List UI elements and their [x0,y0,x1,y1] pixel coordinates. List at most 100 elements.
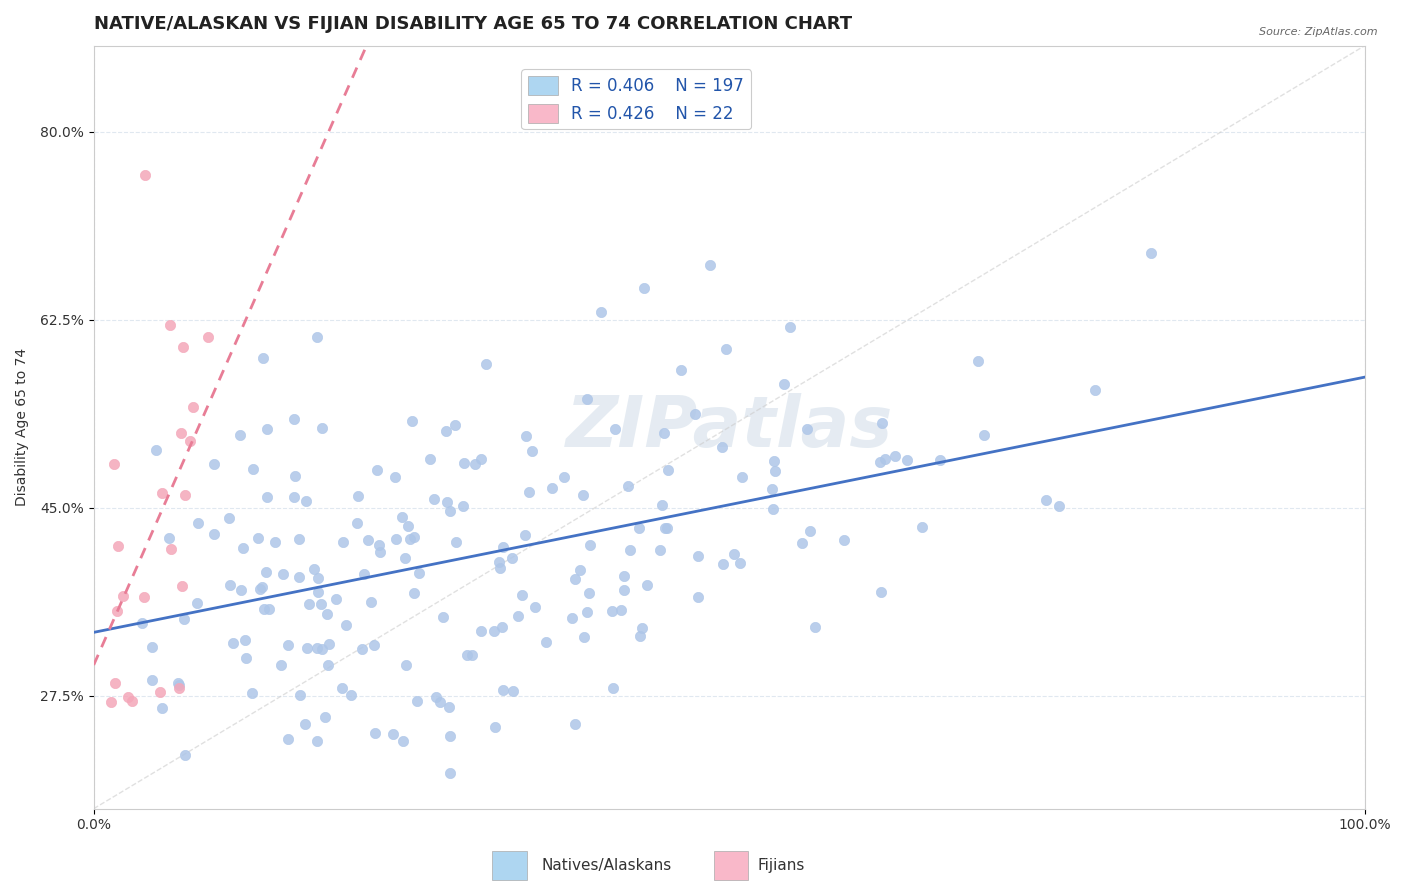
Point [302,562,325,576]
Point [425,690,447,705]
Point [396,519,419,533]
Point [316,657,339,672]
Point [730,557,752,571]
Point [1084,383,1107,397]
Point [439,766,461,780]
Point [314,709,336,723]
Point [270,658,292,673]
Text: Source: ZipAtlas.com: Source: ZipAtlas.com [1260,27,1378,37]
Point [283,490,305,504]
Point [655,521,678,535]
Point [875,451,897,466]
Point [105,604,128,618]
Point [401,414,423,428]
Point [711,557,734,571]
Point [391,510,413,524]
Point [501,550,523,565]
Point [636,578,658,592]
Point [263,534,285,549]
Point [356,533,378,547]
Point [576,392,599,406]
Point [159,318,181,332]
Point [508,609,530,624]
Point [762,501,785,516]
Point [482,624,505,639]
Point [523,599,546,614]
Point [492,682,515,697]
Point [384,533,406,547]
Point [174,488,197,502]
Point [381,727,404,741]
Point [870,416,893,430]
Point [167,681,190,695]
Point [305,640,328,655]
Point [298,597,321,611]
Point [202,457,225,471]
Point [187,516,209,530]
Point [402,530,425,544]
Point [366,463,388,477]
Point [149,685,172,699]
Point [183,401,205,415]
Point [572,488,595,502]
Point [761,482,783,496]
Point [134,590,156,604]
Point [633,281,655,295]
Point [613,582,636,597]
Point [804,620,827,634]
Point [240,686,263,700]
Point [364,725,387,739]
Point [117,690,139,704]
Point [174,747,197,762]
Point [307,571,329,585]
Point [134,168,156,182]
Point [145,442,167,457]
Point [242,462,264,476]
Point [186,596,208,610]
Point [159,541,181,556]
Point [591,305,613,319]
Point [723,548,745,562]
Point [671,362,693,376]
Point [405,693,427,707]
Point [104,676,127,690]
Point [699,258,721,272]
Point [231,583,253,598]
Point [408,566,430,580]
FancyBboxPatch shape [492,851,527,880]
Point [170,426,193,441]
Point [436,495,458,509]
Point [657,462,679,476]
Point [654,521,676,535]
Point [439,729,461,743]
Point [779,320,801,334]
Point [335,618,357,632]
Point [492,540,515,554]
Point [254,565,277,579]
Point [568,563,591,577]
Point [311,421,333,435]
Point [869,455,891,469]
Point [461,648,484,662]
Point [517,484,540,499]
Point [444,535,467,549]
Point [290,688,312,702]
Point [295,641,318,656]
Point [277,638,299,652]
Point [107,539,129,553]
Point [170,579,193,593]
Point [169,678,191,692]
Point [884,449,907,463]
Point [391,734,413,748]
FancyBboxPatch shape [713,851,748,880]
Point [772,377,794,392]
Point [247,531,270,545]
Point [384,469,406,483]
Point [437,700,460,714]
Point [277,732,299,747]
Point [395,658,418,673]
Point [172,340,194,354]
Point [100,695,122,709]
Point [619,543,641,558]
Point [103,458,125,472]
